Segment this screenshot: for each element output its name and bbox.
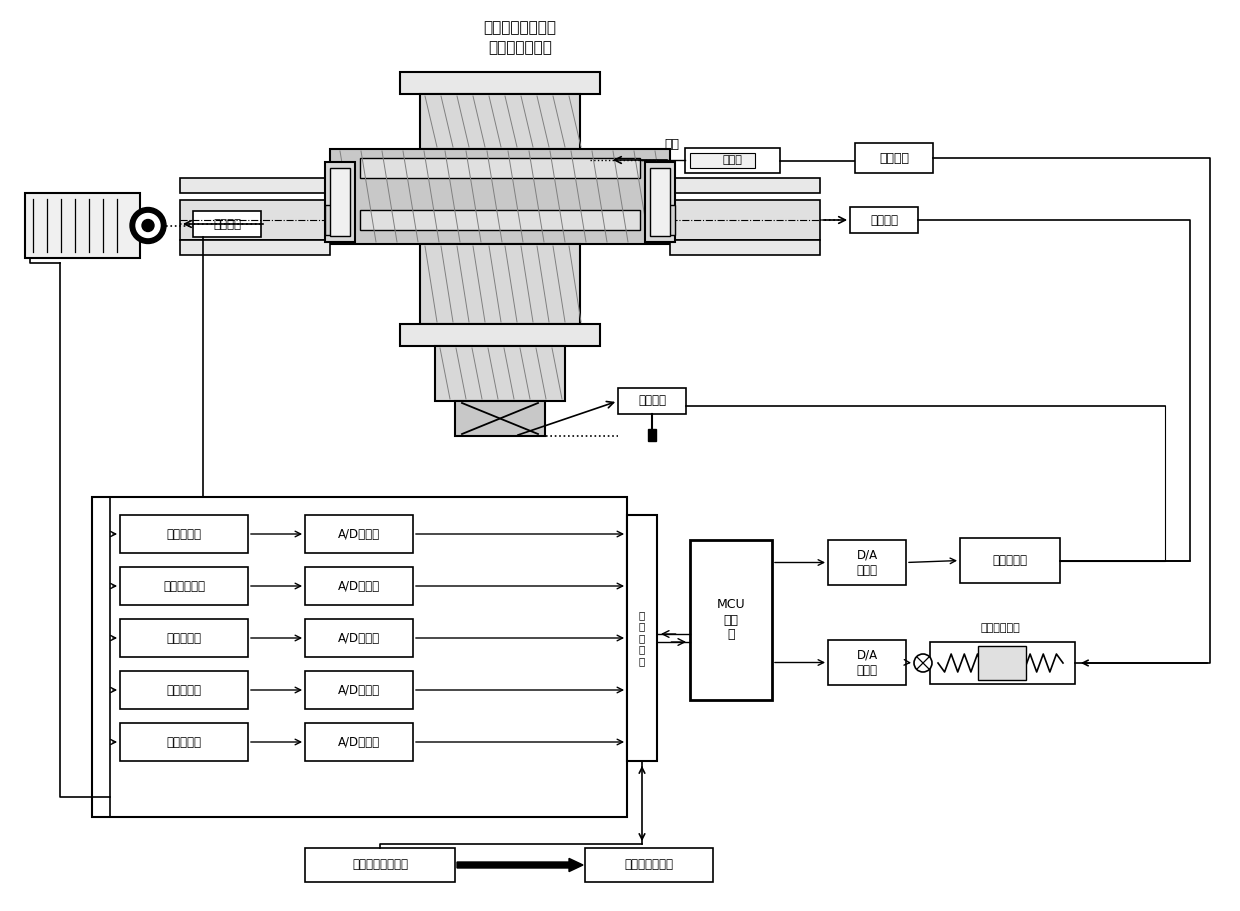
Circle shape xyxy=(130,208,166,243)
Text: 压力传感器: 压力传感器 xyxy=(166,683,201,697)
Bar xyxy=(330,168,350,236)
Text: 电流控制器: 电流控制器 xyxy=(992,554,1028,567)
Text: MCU
控制
器: MCU 控制 器 xyxy=(717,599,745,641)
Text: 扩展数据连接设备: 扩展数据连接设备 xyxy=(352,858,408,872)
Bar xyxy=(360,210,640,230)
Bar xyxy=(670,178,820,193)
Text: 转速输出: 转速输出 xyxy=(870,213,898,227)
Bar xyxy=(828,640,906,685)
Bar xyxy=(856,143,932,173)
Bar xyxy=(120,567,248,605)
Bar xyxy=(670,240,820,255)
Text: A/D转换器: A/D转换器 xyxy=(339,527,381,540)
Bar xyxy=(401,324,600,346)
Bar xyxy=(684,148,780,173)
Bar xyxy=(305,619,413,657)
Text: A/D转换器: A/D转换器 xyxy=(339,735,381,749)
Bar xyxy=(849,207,918,233)
Text: 转速输入: 转速输入 xyxy=(213,218,241,230)
Text: 液压缸控制阀: 液压缸控制阀 xyxy=(980,623,1019,633)
Circle shape xyxy=(136,213,160,238)
Text: A/D转换器: A/D转换器 xyxy=(339,631,381,644)
Bar xyxy=(120,671,248,709)
Bar xyxy=(305,515,413,553)
Bar xyxy=(330,149,670,244)
Bar xyxy=(180,178,330,193)
Bar xyxy=(305,848,455,882)
Text: 大功率磁流变液恒: 大功率磁流变液恒 xyxy=(484,21,557,36)
Bar xyxy=(25,193,140,258)
Bar xyxy=(435,346,565,401)
Bar xyxy=(978,646,1025,680)
Text: 速度传感器: 速度传感器 xyxy=(166,735,201,749)
Bar xyxy=(180,200,330,240)
Text: A/D转换器: A/D转换器 xyxy=(339,579,381,592)
Text: 上位机或编程卡: 上位机或编程卡 xyxy=(625,858,673,872)
Bar xyxy=(650,168,670,236)
Bar xyxy=(420,244,580,324)
Circle shape xyxy=(914,654,932,672)
Bar xyxy=(689,540,773,700)
Bar xyxy=(930,642,1075,684)
FancyArrow shape xyxy=(458,858,583,872)
Bar xyxy=(420,94,580,149)
Bar xyxy=(92,497,627,817)
Bar xyxy=(645,162,675,242)
Bar xyxy=(618,388,686,414)
Bar xyxy=(325,205,334,235)
Bar xyxy=(120,515,248,553)
Bar xyxy=(120,723,248,761)
Text: 电流输入: 电流输入 xyxy=(639,394,666,407)
Text: D/A
转换器: D/A 转换器 xyxy=(857,548,878,577)
Bar xyxy=(627,515,657,761)
Bar xyxy=(305,723,413,761)
Bar xyxy=(670,200,820,240)
Bar xyxy=(960,538,1060,583)
Bar xyxy=(305,671,413,709)
Bar xyxy=(828,540,906,585)
Text: 加速软启动装置: 加速软启动装置 xyxy=(489,40,552,56)
Bar xyxy=(649,429,656,441)
Bar xyxy=(360,158,640,178)
Bar xyxy=(401,72,600,94)
Bar xyxy=(305,567,413,605)
Text: A/D转换器: A/D转换器 xyxy=(339,683,381,697)
Text: 电流传感器: 电流传感器 xyxy=(166,631,201,644)
Text: 液压输入: 液压输入 xyxy=(879,151,909,165)
Bar xyxy=(667,205,675,235)
Bar xyxy=(585,848,713,882)
Text: 液压缸: 液压缸 xyxy=(723,156,743,166)
Text: 压力: 压力 xyxy=(665,138,680,151)
Bar xyxy=(455,401,546,436)
Text: 数
据
处
理
器: 数 据 处 理 器 xyxy=(639,609,645,666)
Bar xyxy=(120,619,248,657)
Text: 速度传感器: 速度传感器 xyxy=(166,527,201,540)
Bar xyxy=(325,162,355,242)
Text: D/A
转换器: D/A 转换器 xyxy=(857,649,878,677)
Bar xyxy=(180,240,330,255)
Circle shape xyxy=(143,220,154,231)
Bar xyxy=(193,211,260,237)
Text: 加速度传感器: 加速度传感器 xyxy=(162,579,205,592)
Bar xyxy=(689,153,755,168)
